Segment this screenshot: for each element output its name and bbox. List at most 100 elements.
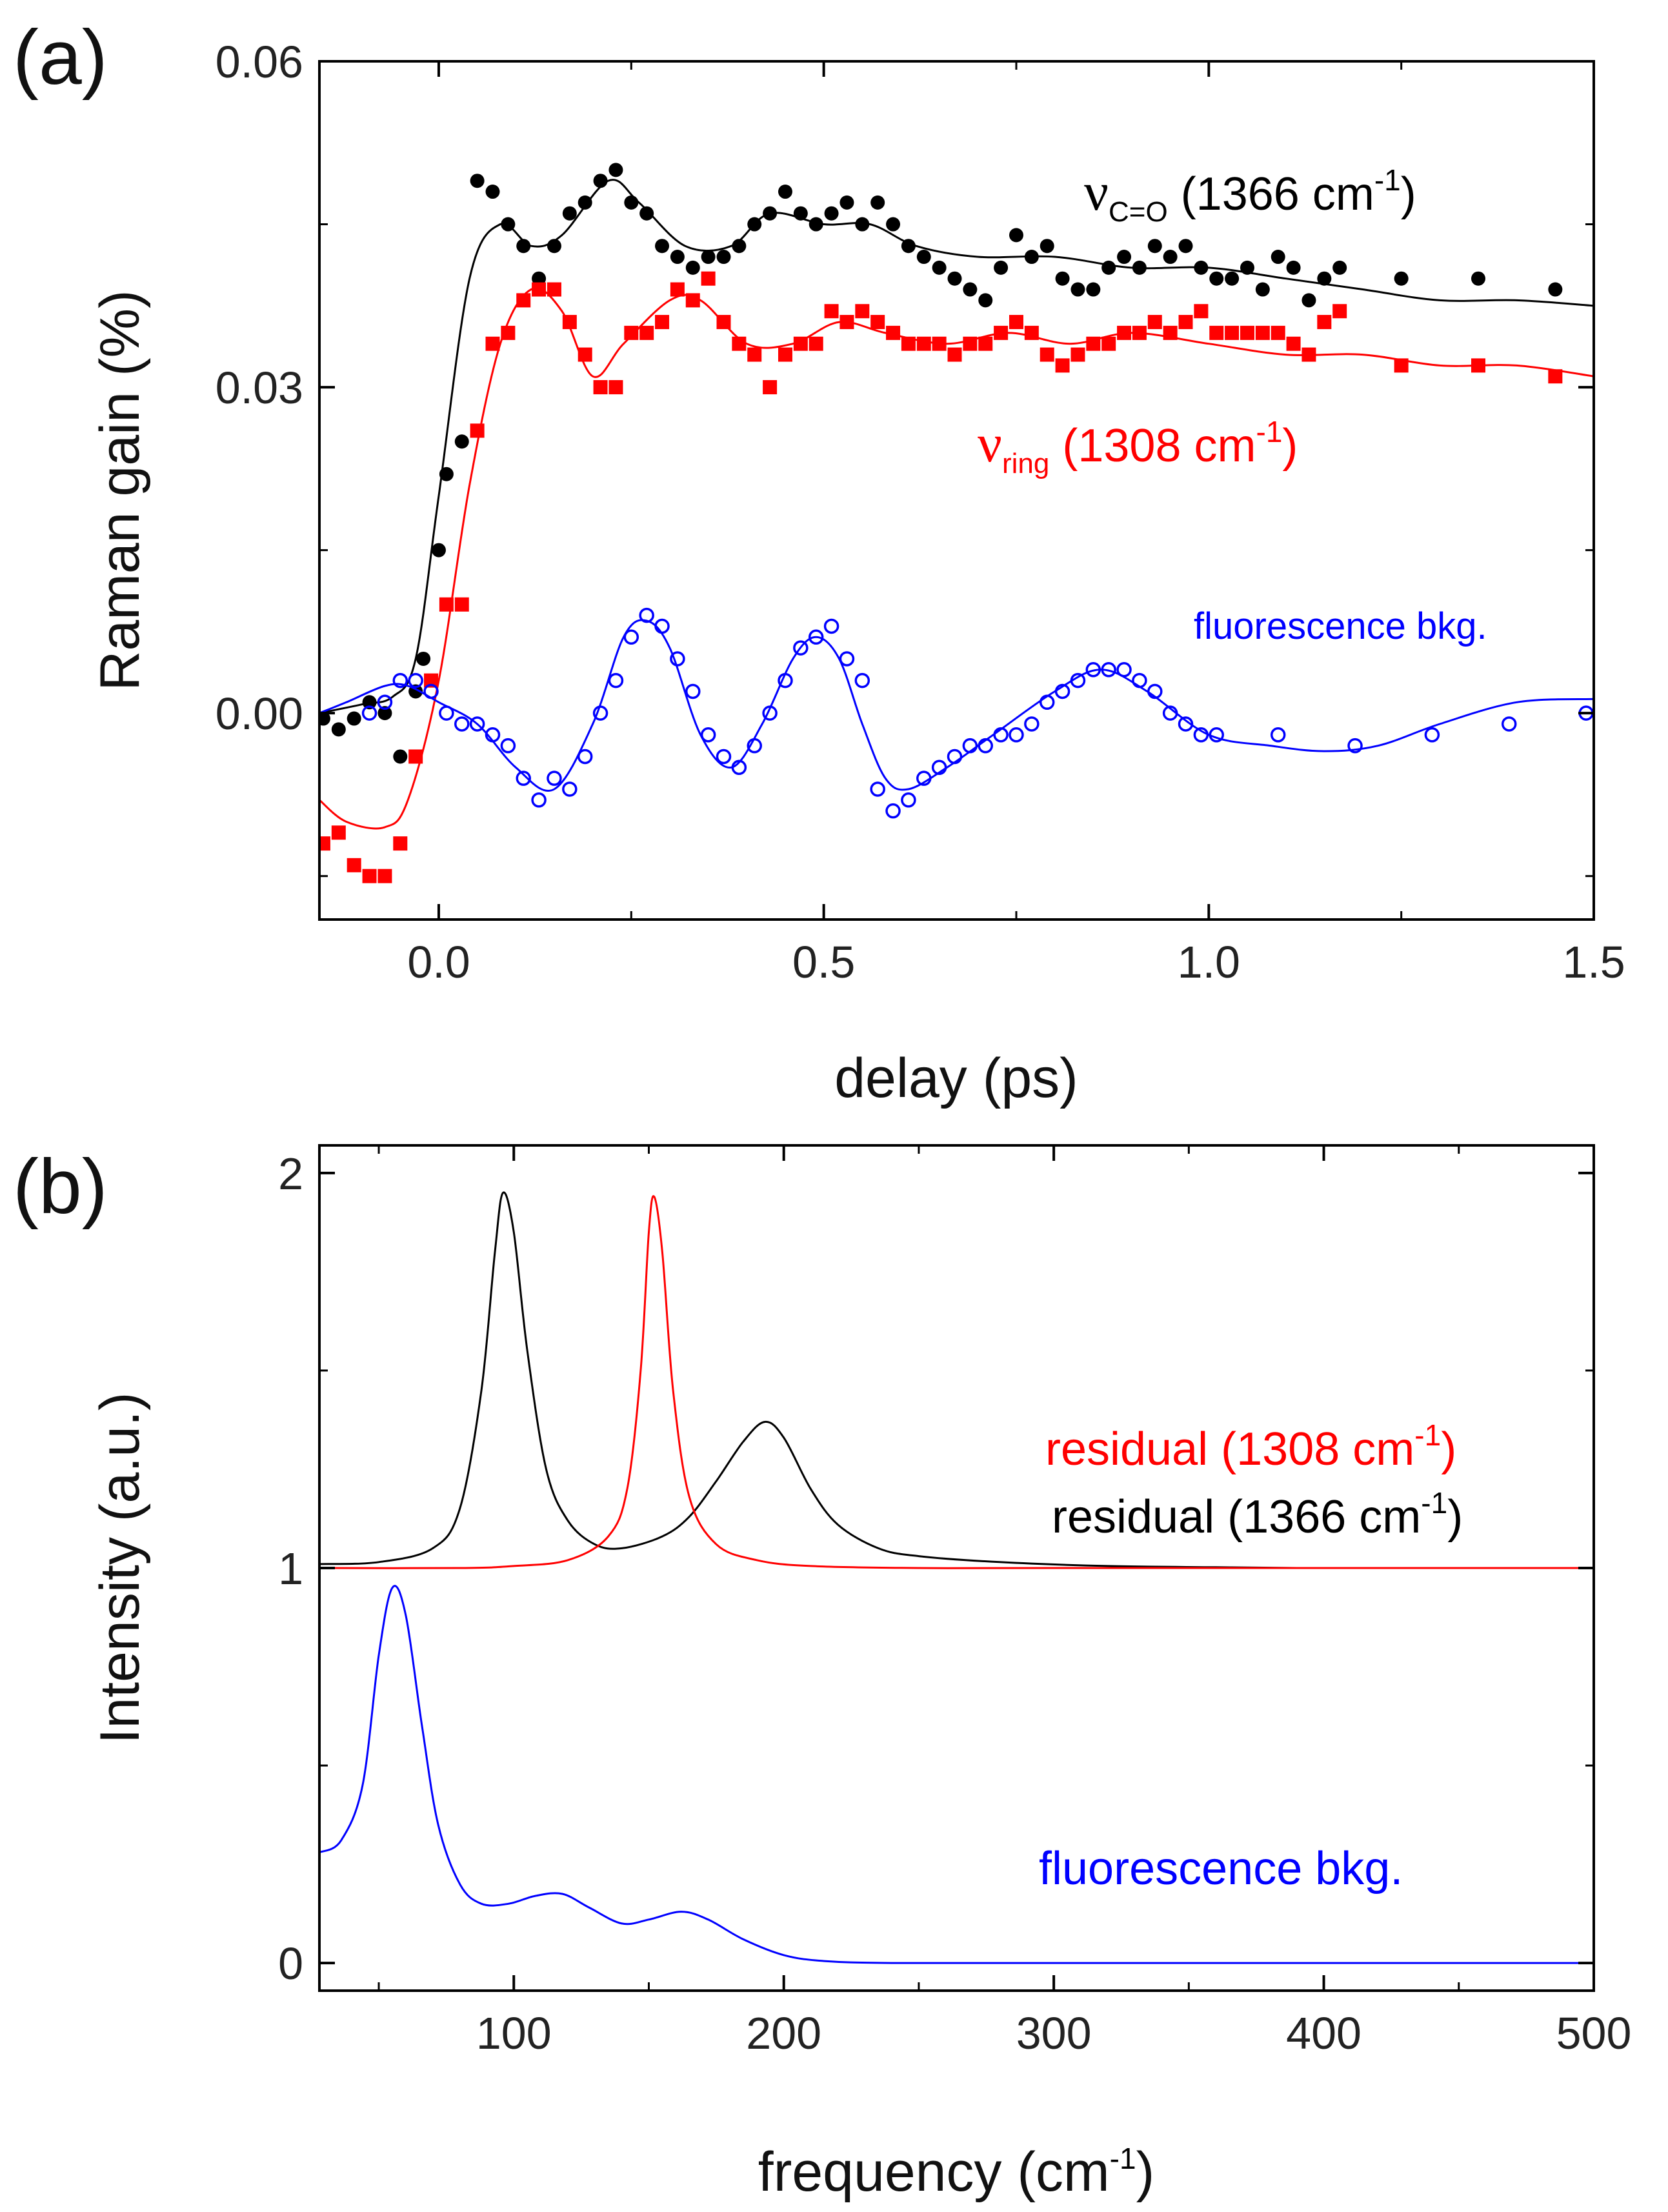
data-point-c-o-1366-cm-1 bbox=[362, 695, 377, 710]
data-point-ring-1308-cm-1 bbox=[809, 336, 823, 351]
data-point-ring-1308-cm-1 bbox=[1055, 358, 1070, 373]
data-point-ring-1308-cm-1 bbox=[1101, 336, 1116, 351]
data-point-c-o-1366-cm-1 bbox=[1070, 282, 1085, 297]
data-point-c-o-1366-cm-1 bbox=[501, 217, 516, 232]
data-point-ring-1308-cm-1 bbox=[1255, 325, 1270, 340]
data-point-ring-1308-cm-1 bbox=[608, 380, 623, 395]
data-point-c-o-1366-cm-1 bbox=[347, 711, 361, 726]
data-point-c-o-1366-cm-1 bbox=[932, 260, 947, 275]
data-point-fluorescence-bkg bbox=[670, 651, 685, 667]
data-point-fluorescence-bkg bbox=[808, 629, 824, 645]
data-point-c-o-1366-cm-1 bbox=[393, 749, 408, 764]
data-point-c-o-1366-cm-1 bbox=[454, 434, 469, 449]
data-point-fluorescence-bkg bbox=[901, 792, 916, 808]
data-point-ring-1308-cm-1 bbox=[978, 336, 993, 351]
data-point-ring-1308-cm-1 bbox=[701, 271, 716, 286]
data-point-fluorescence-bkg bbox=[531, 792, 547, 808]
data-point-fluorescence-bkg bbox=[978, 738, 994, 754]
data-point-ring-1308-cm-1 bbox=[639, 325, 654, 340]
label-residual-1308-text: residual (1308 cm bbox=[1045, 1423, 1414, 1475]
data-point-fluorescence-bkg bbox=[1101, 662, 1116, 678]
data-point-c-o-1366-cm-1 bbox=[1147, 239, 1162, 254]
data-point-fluorescence-bkg bbox=[439, 705, 454, 721]
data-point-c-o-1366-cm-1 bbox=[716, 250, 731, 265]
data-point-fluorescence-bkg bbox=[469, 716, 485, 732]
panel-b-xlabel-sup: -1 bbox=[1110, 2142, 1136, 2175]
data-point-ring-1308-cm-1 bbox=[932, 336, 947, 351]
data-point-fluorescence-bkg bbox=[885, 803, 901, 819]
data-point-ring-1308-cm-1 bbox=[870, 315, 885, 330]
data-point-c-o-1366-cm-1 bbox=[901, 239, 916, 254]
label-vco-text: (1366 cm bbox=[1168, 168, 1374, 220]
data-point-fluorescence-bkg bbox=[823, 618, 839, 634]
data-point-ring-1308-cm-1 bbox=[1240, 325, 1254, 340]
x-tick-label: 0.5 bbox=[792, 937, 855, 987]
data-point-c-o-1366-cm-1 bbox=[778, 185, 792, 199]
data-point-c-o-1366-cm-1 bbox=[809, 217, 823, 232]
data-point-fluorescence-bkg bbox=[839, 651, 855, 667]
panel-b-data bbox=[319, 1191, 1594, 1964]
data-point-fluorescence-bkg bbox=[1085, 662, 1101, 678]
data-point-fluorescence-bkg bbox=[731, 759, 747, 776]
data-point-c-o-1366-cm-1 bbox=[1132, 260, 1147, 275]
data-point-c-o-1366-cm-1 bbox=[470, 174, 485, 188]
data-point-ring-1308-cm-1 bbox=[855, 304, 870, 319]
data-point-fluorescence-bkg bbox=[361, 705, 377, 721]
data-point-c-o-1366-cm-1 bbox=[978, 293, 993, 308]
data-point-c-o-1366-cm-1 bbox=[1024, 250, 1039, 265]
y-tick-label: 0.06 bbox=[216, 37, 303, 87]
data-point-c-o-1366-cm-1 bbox=[1040, 239, 1054, 254]
panel-a-frame bbox=[318, 60, 1595, 921]
data-point-c-o-1366-cm-1 bbox=[824, 206, 839, 221]
data-point-fluorescence-bkg bbox=[547, 770, 562, 786]
label-vco-sup: -1 bbox=[1374, 163, 1401, 197]
data-point-fluorescence-bkg bbox=[592, 705, 608, 721]
data-point-fluorescence-bkg bbox=[1178, 716, 1194, 732]
x-tick-label: 0.0 bbox=[407, 937, 470, 987]
data-point-fluorescence-bkg bbox=[947, 749, 963, 765]
data-point-c-o-1366-cm-1 bbox=[670, 250, 685, 265]
data-point-fluorescence-bkg bbox=[931, 759, 947, 776]
data-point-c-o-1366-cm-1 bbox=[1332, 260, 1347, 275]
data-point-ring-1308-cm-1 bbox=[485, 336, 500, 351]
data-point-ring-1308-cm-1 bbox=[1178, 315, 1193, 330]
label-vring-text: (1308 cm bbox=[1049, 420, 1256, 472]
label-vco-greek: ν bbox=[1084, 162, 1109, 222]
data-point-fluorescence-bkg bbox=[623, 629, 639, 645]
data-point-fluorescence-bkg bbox=[1070, 672, 1086, 689]
data-point-c-o-1366-cm-1 bbox=[655, 239, 670, 254]
label-vco-sub: C=O bbox=[1109, 196, 1168, 228]
data-point-ring-1308-cm-1 bbox=[1086, 336, 1101, 351]
data-point-c-o-1366-cm-1 bbox=[1225, 271, 1240, 286]
panel-b-xlabel-text: frequency (cm bbox=[758, 2141, 1110, 2203]
panel-b-xlabel-tail: ) bbox=[1136, 2141, 1155, 2203]
panel-a-xlabel: delay (ps) bbox=[834, 1047, 1078, 1109]
data-point-ring-1308-cm-1 bbox=[1132, 325, 1147, 340]
data-point-ring-1308-cm-1 bbox=[1271, 325, 1285, 340]
data-point-ring-1308-cm-1 bbox=[1548, 369, 1563, 384]
y-tick-label: 0.03 bbox=[216, 363, 303, 413]
data-point-fluorescence-bkg bbox=[1054, 683, 1070, 699]
label-fluorescence-a: fluorescence bkg. bbox=[1194, 605, 1487, 647]
data-point-c-o-1366-cm-1 bbox=[1471, 271, 1485, 286]
panel-a-ticks: 0.0 0.5 1.0 1.5 0.00 0.03 0.06 bbox=[216, 37, 1625, 987]
data-point-ring-1308-cm-1 bbox=[763, 380, 778, 395]
data-point-c-o-1366-cm-1 bbox=[1209, 271, 1224, 286]
data-point-c-o-1366-cm-1 bbox=[793, 206, 808, 221]
data-point-fluorescence-bkg bbox=[1424, 727, 1440, 743]
data-point-c-o-1366-cm-1 bbox=[870, 195, 885, 210]
data-point-fluorescence-bkg bbox=[870, 781, 885, 797]
label-residual-1366-tail: ) bbox=[1447, 1491, 1463, 1543]
series-line-residual-1308-cm-1 bbox=[319, 1195, 1594, 1569]
series-line-fluorescence-bkg bbox=[319, 619, 1594, 792]
data-point-fluorescence-bkg bbox=[747, 738, 762, 754]
data-point-ring-1308-cm-1 bbox=[578, 347, 592, 362]
data-point-c-o-1366-cm-1 bbox=[1286, 260, 1301, 275]
label-vring-sub: ring bbox=[1002, 448, 1049, 479]
panel-b-plot-area bbox=[319, 1191, 1594, 1964]
data-point-c-o-1366-cm-1 bbox=[1271, 250, 1285, 265]
data-point-ring-1308-cm-1 bbox=[1117, 325, 1132, 340]
data-point-c-o-1366-cm-1 bbox=[547, 239, 561, 254]
data-point-ring-1308-cm-1 bbox=[1471, 358, 1485, 373]
